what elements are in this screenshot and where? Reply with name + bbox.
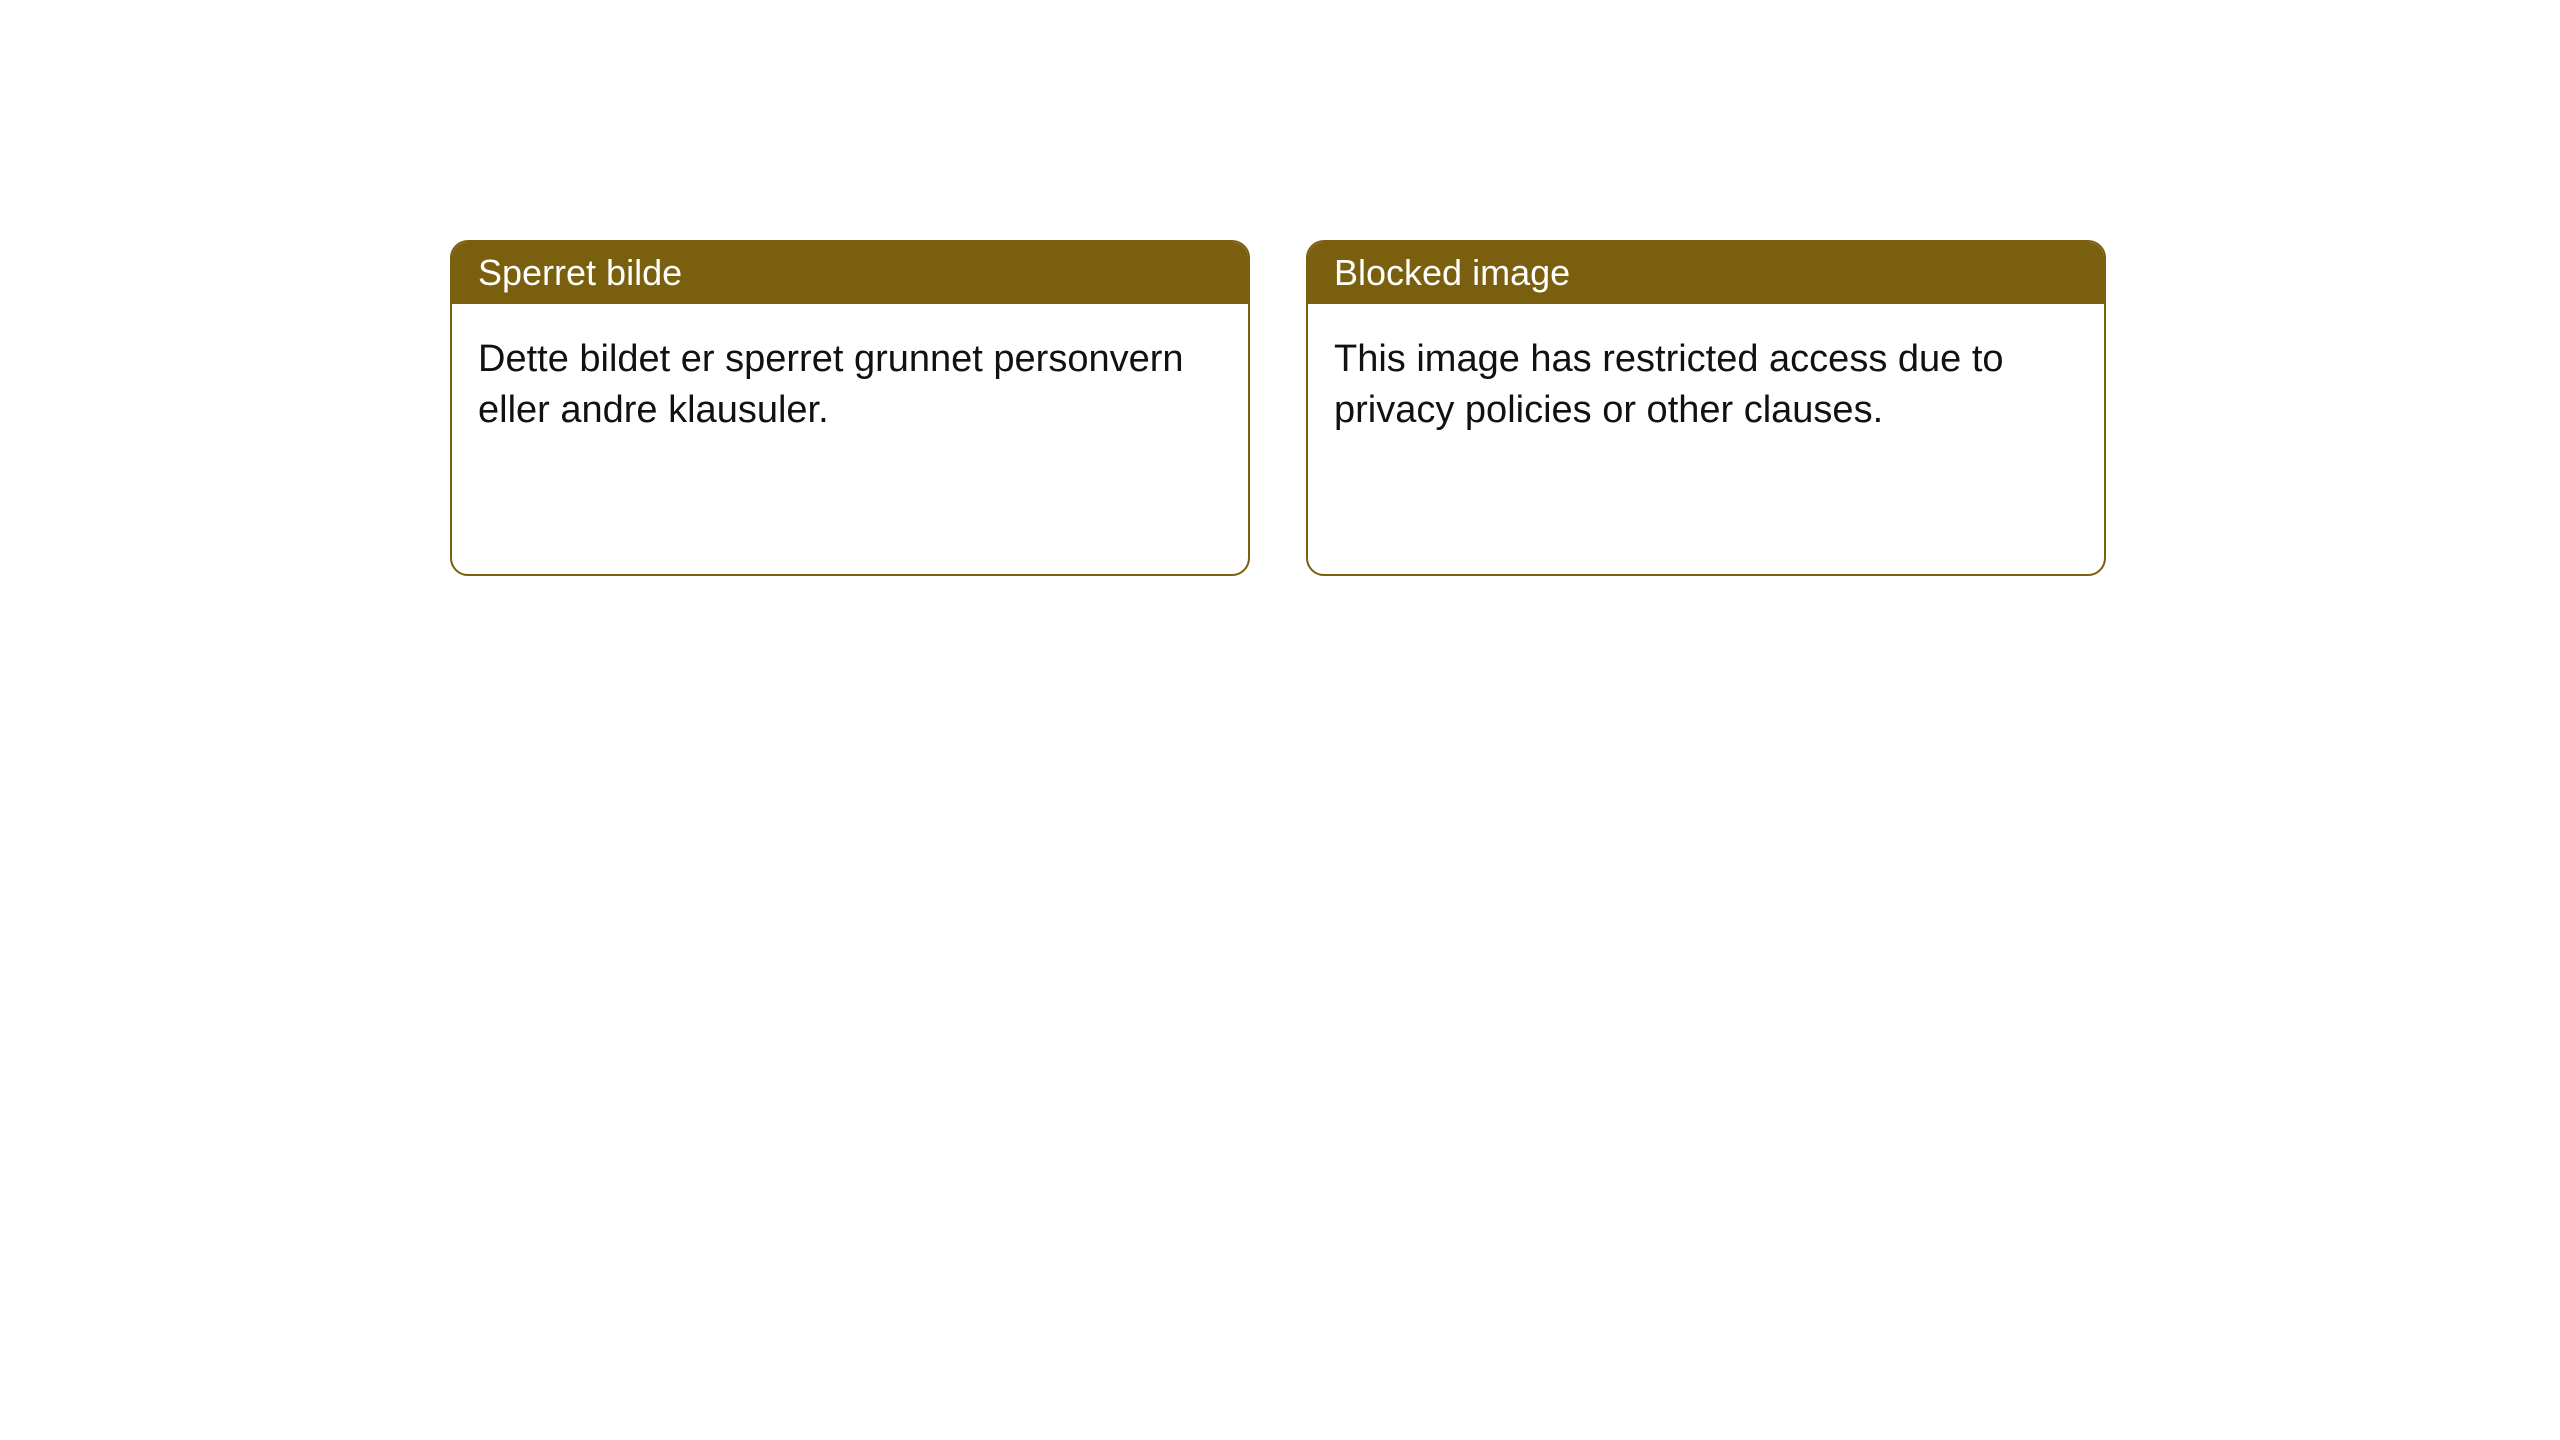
card-header: Sperret bilde [452, 242, 1248, 304]
card-header: Blocked image [1308, 242, 2104, 304]
notice-cards-container: Sperret bilde Dette bildet er sperret gr… [450, 240, 2106, 576]
notice-card-norwegian: Sperret bilde Dette bildet er sperret gr… [450, 240, 1250, 576]
notice-card-english: Blocked image This image has restricted … [1306, 240, 2106, 576]
card-body: This image has restricted access due to … [1308, 304, 2104, 467]
card-body: Dette bildet er sperret grunnet personve… [452, 304, 1248, 467]
